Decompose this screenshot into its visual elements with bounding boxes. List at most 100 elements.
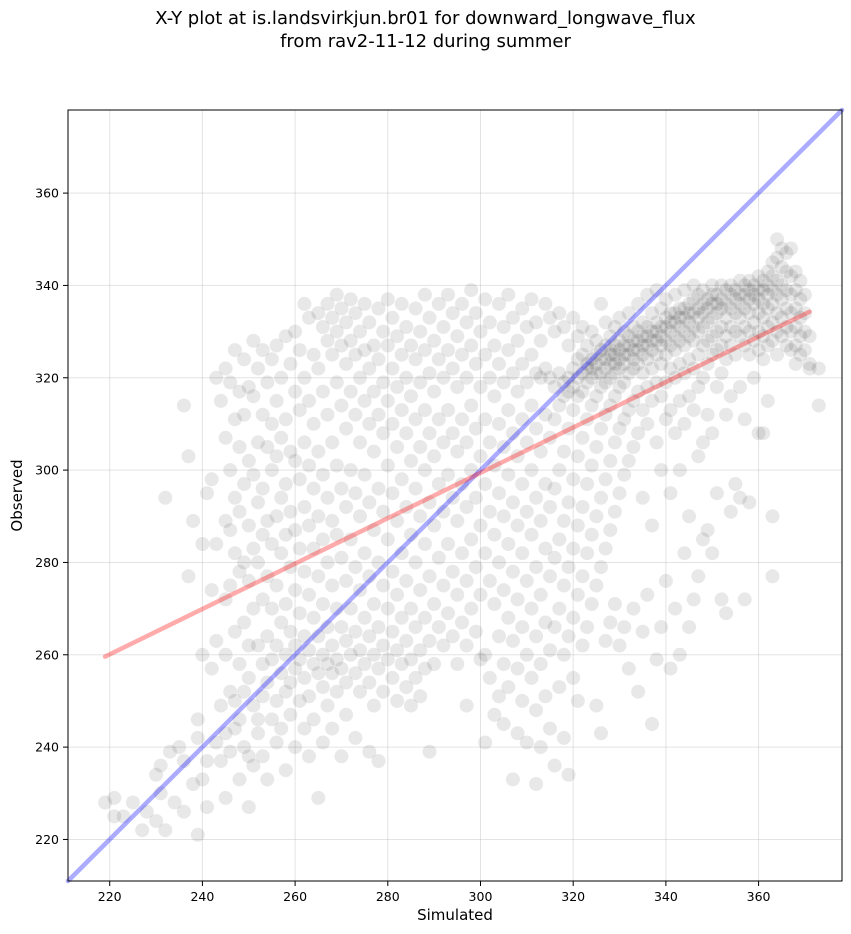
data-point: [765, 269, 780, 284]
data-point: [631, 333, 646, 348]
data-point: [320, 490, 335, 505]
data-point: [566, 610, 581, 625]
data-point: [339, 675, 354, 690]
data-point: [594, 366, 608, 381]
data-point: [399, 680, 414, 695]
data-point: [473, 449, 488, 464]
data-point: [218, 726, 233, 741]
data-point: [654, 301, 669, 316]
data-point: [705, 310, 720, 325]
data-point: [505, 633, 520, 648]
data-point: [737, 287, 752, 302]
data-point: [334, 301, 349, 316]
data-point: [774, 241, 789, 256]
data-point: [468, 356, 483, 371]
data-point: [589, 578, 604, 593]
data-point: [348, 407, 363, 422]
data-point: [737, 320, 752, 334]
data-point: [756, 310, 771, 325]
data-point: [227, 343, 242, 358]
data-point: [107, 809, 122, 824]
data-point: [366, 597, 381, 611]
data-point: [200, 754, 214, 768]
data-point: [353, 324, 367, 339]
data-point: [496, 375, 511, 390]
data-point: [640, 287, 655, 302]
data-point: [482, 504, 497, 519]
data-point: [779, 246, 794, 261]
data-point: [561, 338, 576, 353]
data-point: [621, 453, 636, 468]
data-point: [413, 509, 428, 524]
data-point: [371, 352, 386, 367]
data-point: [584, 398, 599, 413]
data-point: [269, 578, 284, 593]
x-axis-ticks: 220 240 260 280 300 320 340 360: [98, 881, 771, 904]
data-point: [621, 366, 636, 381]
data-point: [404, 698, 418, 713]
data-point: [668, 287, 683, 302]
data-point: [529, 421, 544, 436]
data-point: [339, 356, 354, 371]
data-point: [288, 661, 303, 676]
data-point: [668, 370, 683, 385]
data-point: [598, 633, 613, 648]
data-point: [390, 513, 405, 528]
data-point: [223, 375, 238, 390]
data-point: [556, 647, 571, 662]
data-point: [390, 693, 405, 708]
data-point: [408, 352, 423, 367]
data-point: [566, 472, 581, 487]
data-point: [700, 333, 715, 348]
data-point: [547, 324, 562, 339]
data-point: [543, 569, 557, 584]
data-point: [784, 343, 798, 358]
data-point: [700, 301, 715, 316]
data-point: [241, 638, 256, 653]
data-point: [589, 366, 604, 381]
data-point: [357, 610, 372, 625]
data-point: [478, 647, 493, 662]
data-point: [524, 347, 539, 362]
data-point: [649, 435, 664, 450]
data-point: [315, 532, 330, 547]
grid: [68, 110, 842, 881]
data-point: [334, 620, 349, 635]
data-point: [524, 527, 539, 542]
data-point: [543, 500, 557, 514]
data-point: [339, 315, 354, 330]
data-point: [714, 278, 729, 293]
data-point: [733, 329, 747, 344]
data-point: [255, 657, 270, 671]
data-point: [760, 393, 775, 408]
data-point: [478, 292, 493, 307]
data-point: [473, 380, 488, 394]
data-point: [705, 296, 720, 311]
data-point: [686, 592, 701, 607]
data-point: [672, 301, 687, 316]
data-point: [598, 338, 613, 353]
data-point: [464, 283, 479, 298]
data-point: [728, 292, 743, 307]
data-point: [501, 343, 516, 358]
data-point: [408, 481, 423, 496]
data-point: [487, 458, 502, 473]
y-tick-label: 360: [35, 186, 59, 201]
data-point: [529, 560, 544, 575]
data-point: [524, 292, 539, 307]
data-point: [274, 370, 289, 385]
data-point: [149, 814, 164, 828]
data-point: [450, 513, 465, 528]
data-point: [529, 629, 544, 644]
data-point: [682, 296, 697, 311]
data-point: [404, 338, 418, 353]
data-point: [260, 675, 275, 690]
data-point: [607, 347, 622, 362]
data-point: [594, 421, 608, 436]
data-point: [385, 361, 400, 376]
data-point: [621, 403, 636, 418]
data-point: [320, 296, 335, 311]
data-point: [714, 592, 729, 607]
data-point: [700, 407, 715, 422]
data-point: [770, 306, 785, 321]
